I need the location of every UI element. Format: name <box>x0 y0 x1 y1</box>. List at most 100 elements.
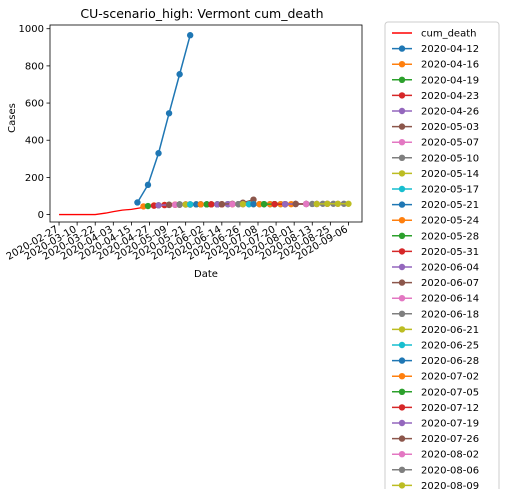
legend-swatch-marker <box>398 341 406 349</box>
data-point <box>176 71 183 78</box>
series-line <box>136 35 191 203</box>
data-point <box>309 200 316 208</box>
legend-swatch-marker <box>398 232 406 239</box>
legend-swatch-marker <box>398 76 406 84</box>
chart-title: CU-scenario_high: Vermont cum_death <box>80 6 323 21</box>
legend-swatch-marker <box>398 123 406 130</box>
legend-label: 2020-08-06 <box>421 465 479 476</box>
legend-label: 2020-07-26 <box>421 434 479 445</box>
data-point <box>324 200 331 207</box>
data-point <box>176 201 183 208</box>
legend-label: 2020-05-14 <box>421 169 479 180</box>
data-point <box>165 110 173 117</box>
y-tick-label: 600 <box>25 99 44 110</box>
data-point <box>171 201 179 208</box>
data-point <box>235 200 242 208</box>
legend-label: 2020-07-19 <box>421 419 479 430</box>
data-point <box>186 201 194 208</box>
legend-swatch-marker <box>398 107 406 115</box>
legend-swatch-marker <box>398 248 406 255</box>
legend-label: 2020-06-25 <box>421 341 479 352</box>
y-tick-label: 0 <box>38 210 44 221</box>
legend-label: 2020-05-17 <box>421 185 479 196</box>
legend-label: 2020-06-18 <box>421 309 479 320</box>
legend-swatch-marker <box>398 263 406 271</box>
series-2020-08-09 <box>313 200 352 208</box>
legend-label: 2020-05-24 <box>421 216 479 227</box>
data-point <box>155 202 162 209</box>
legend-swatch-marker <box>398 310 406 317</box>
data-point <box>256 200 263 208</box>
series-2020-04-12 <box>134 32 194 206</box>
legend-label: 2020-05-28 <box>421 231 479 242</box>
data-point <box>155 150 162 157</box>
legend-swatch-marker <box>398 435 406 442</box>
data-point <box>208 201 215 208</box>
legend-label: 2020-04-16 <box>421 60 479 71</box>
legend-label: 2020-04-12 <box>421 44 479 55</box>
legend-swatch-marker <box>398 373 406 380</box>
legend-swatch-marker <box>398 404 406 411</box>
data-point <box>144 202 152 210</box>
legend-label: 2020-05-07 <box>421 138 479 149</box>
legend-label: 2020-06-14 <box>421 294 479 305</box>
data-point <box>193 201 200 208</box>
legend-label: 2020-06-21 <box>421 325 479 336</box>
data-point <box>182 201 189 208</box>
legend-label: 2020-05-10 <box>421 153 479 164</box>
data-point <box>271 200 278 208</box>
data-point <box>303 200 310 208</box>
legend-label: 2020-06-28 <box>421 356 479 367</box>
data-point <box>281 200 289 208</box>
legend-label: cum_death <box>421 29 476 40</box>
legend-swatch-marker <box>398 482 406 489</box>
legend-swatch-marker <box>398 139 406 146</box>
legend-label: 2020-07-02 <box>421 372 479 383</box>
legend-label: 2020-05-03 <box>421 122 479 133</box>
legend-swatch-marker <box>398 45 406 52</box>
legend-swatch-marker <box>398 217 406 224</box>
data-point <box>239 200 247 208</box>
legend-label: 2020-04-23 <box>421 91 479 102</box>
legend-swatch-marker <box>398 170 406 177</box>
legend-label: 2020-07-05 <box>421 387 479 398</box>
legend-swatch-marker <box>398 357 406 364</box>
axis-ticks: 020040060080010002020-02-272020-03-10202… <box>5 24 350 262</box>
data-point <box>186 32 194 39</box>
legend-swatch-marker <box>398 92 406 99</box>
y-tick-label: 1000 <box>19 24 44 35</box>
plot-frame <box>49 24 363 223</box>
data-point <box>313 200 320 208</box>
data-point <box>229 200 236 208</box>
y-tick-label: 800 <box>25 61 44 72</box>
legend-swatch-marker <box>398 279 406 286</box>
legend-label: 2020-07-12 <box>421 403 479 414</box>
legend-label: 2020-06-07 <box>421 278 479 289</box>
data-point <box>214 201 221 208</box>
legend-label: 2020-04-19 <box>421 75 479 86</box>
data-point <box>134 199 141 206</box>
legend-label: 2020-05-31 <box>421 247 479 258</box>
legend: cum_death 2020-04-12 2020-04-16 2020-04-19 2… <box>384 21 500 489</box>
data-point <box>144 181 152 189</box>
data-point <box>292 200 299 208</box>
legend-label: 2020-08-09 <box>421 481 479 489</box>
legend-swatch-marker <box>398 326 406 333</box>
legend-box <box>384 21 500 489</box>
legend-swatch-marker <box>398 295 406 302</box>
legend-swatch-marker <box>398 60 406 68</box>
legend-swatch-marker <box>398 388 406 395</box>
data-point <box>203 201 210 208</box>
data-point <box>197 201 204 208</box>
y-tick-label: 400 <box>25 136 44 147</box>
series-group <box>59 32 352 216</box>
data-point <box>218 200 226 208</box>
x-axis-label: Date <box>194 269 218 280</box>
data-point <box>245 200 253 208</box>
data-point <box>260 200 268 208</box>
y-tick-label: 200 <box>25 173 44 184</box>
legend-label: 2020-04-26 <box>421 107 479 118</box>
legend-label: 2020-05-21 <box>421 200 479 211</box>
legend-swatch-marker <box>398 154 406 161</box>
